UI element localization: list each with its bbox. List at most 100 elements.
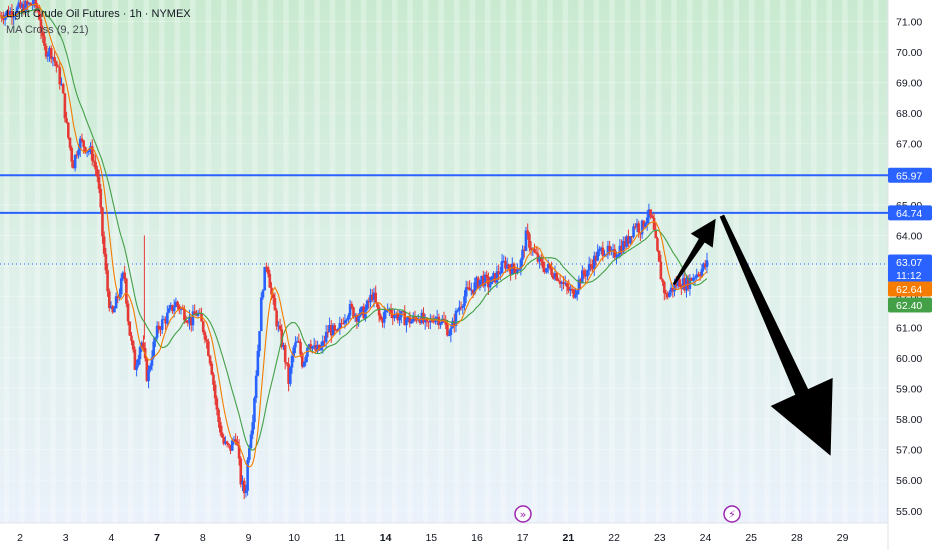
x-tick-label: 3 [63, 532, 69, 544]
candle-body [169, 305, 173, 309]
candle-body [78, 138, 82, 150]
up-arrow-drawing[interactable] [672, 218, 716, 286]
price-badge-ma_slow[interactable] [888, 297, 932, 313]
candle-body [377, 307, 381, 316]
session-band [764, 0, 771, 523]
fast-forward-event-icon-glyph: » [520, 508, 527, 521]
candle-body [686, 278, 690, 289]
session-band [252, 0, 258, 523]
session-band [314, 0, 320, 523]
candle-body [652, 217, 656, 230]
candle-body [218, 421, 222, 433]
candle-body [500, 261, 504, 273]
candle-body [466, 287, 470, 289]
session-band [236, 0, 243, 523]
candle-body [277, 325, 280, 327]
candle-body [452, 320, 456, 327]
candle-body [627, 236, 630, 244]
fast-forward-event-icon[interactable] [514, 505, 532, 523]
candle-body [256, 351, 260, 376]
candle-body [410, 321, 413, 324]
down-arrow-drawing[interactable] [719, 214, 833, 456]
session-band [391, 0, 398, 523]
candle-body [563, 283, 567, 285]
candle-body [468, 287, 471, 291]
candle-body [302, 362, 306, 367]
candle-body [289, 367, 292, 384]
y-tick-label: 70.00 [896, 47, 922, 59]
price-badge-hline[interactable] [888, 205, 932, 221]
candle-body [533, 249, 536, 253]
candle-body [34, 0, 38, 7]
candle-body [118, 294, 121, 299]
candle-body [656, 238, 659, 251]
candle-body [504, 260, 507, 269]
candle-body [702, 263, 705, 269]
candle-body [242, 480, 246, 494]
candle-body [77, 149, 80, 156]
y-tick-label: 56.00 [896, 475, 922, 487]
candle-body [432, 321, 436, 323]
candle-body [427, 321, 430, 323]
candle-body [183, 309, 186, 321]
candle-body [623, 240, 627, 247]
candle-body [560, 282, 564, 284]
candle-body [664, 293, 668, 295]
candle-body [133, 349, 137, 370]
candle-body [229, 445, 232, 451]
price-badge-hline[interactable] [888, 167, 932, 183]
candle-body [273, 298, 277, 311]
candle-body [628, 236, 632, 244]
session-band [810, 0, 817, 523]
candle-body [538, 257, 541, 262]
candle-body [372, 292, 376, 300]
candle-body [195, 314, 198, 316]
candle-body [309, 344, 313, 349]
candle-body [220, 432, 224, 438]
candle-body [705, 260, 709, 268]
candle-body [191, 311, 195, 326]
candle-body [287, 363, 290, 384]
candle-body [635, 223, 639, 228]
y-tick-label: 59.00 [896, 383, 922, 395]
candle-body [135, 365, 138, 370]
candle-body [106, 270, 109, 292]
indicator-label[interactable]: MA Cross (9, 21) [6, 24, 89, 36]
candle-body [292, 347, 296, 356]
candle-body [126, 303, 130, 322]
candle-body [251, 422, 255, 435]
candle-body [227, 443, 231, 446]
candle-body [376, 302, 379, 308]
candle-body [497, 271, 500, 275]
price-badge-countdown[interactable] [888, 267, 932, 283]
price-badge-ma_fast[interactable] [888, 281, 932, 297]
candle-body [673, 283, 676, 292]
candle-body [99, 188, 103, 208]
lightning-event-icon[interactable] [723, 505, 741, 523]
candle-body [447, 334, 451, 336]
price-badge-price[interactable] [888, 254, 932, 270]
candle-body [22, 4, 26, 13]
session-band [50, 0, 56, 523]
candle-body [700, 268, 704, 276]
session-band [34, 0, 41, 523]
candle-body [480, 275, 483, 280]
candle-body [657, 250, 661, 262]
session-band [438, 0, 444, 523]
session-band [143, 0, 150, 523]
candle-body [97, 176, 101, 189]
chart-title[interactable]: Light Crude Oil Futures · 1h · NYMEX [6, 8, 191, 20]
y-tick-label: 68.00 [896, 108, 922, 120]
candle-body [121, 272, 125, 279]
candle-body [347, 315, 350, 320]
candle-body [589, 264, 593, 266]
candle-body [403, 311, 407, 326]
candle-body [111, 306, 115, 313]
y-tick-label: 64.00 [896, 231, 922, 243]
candle-body [148, 365, 152, 370]
candle-body [338, 322, 342, 329]
x-tick-label: 10 [288, 532, 300, 544]
candle-body [259, 297, 263, 332]
